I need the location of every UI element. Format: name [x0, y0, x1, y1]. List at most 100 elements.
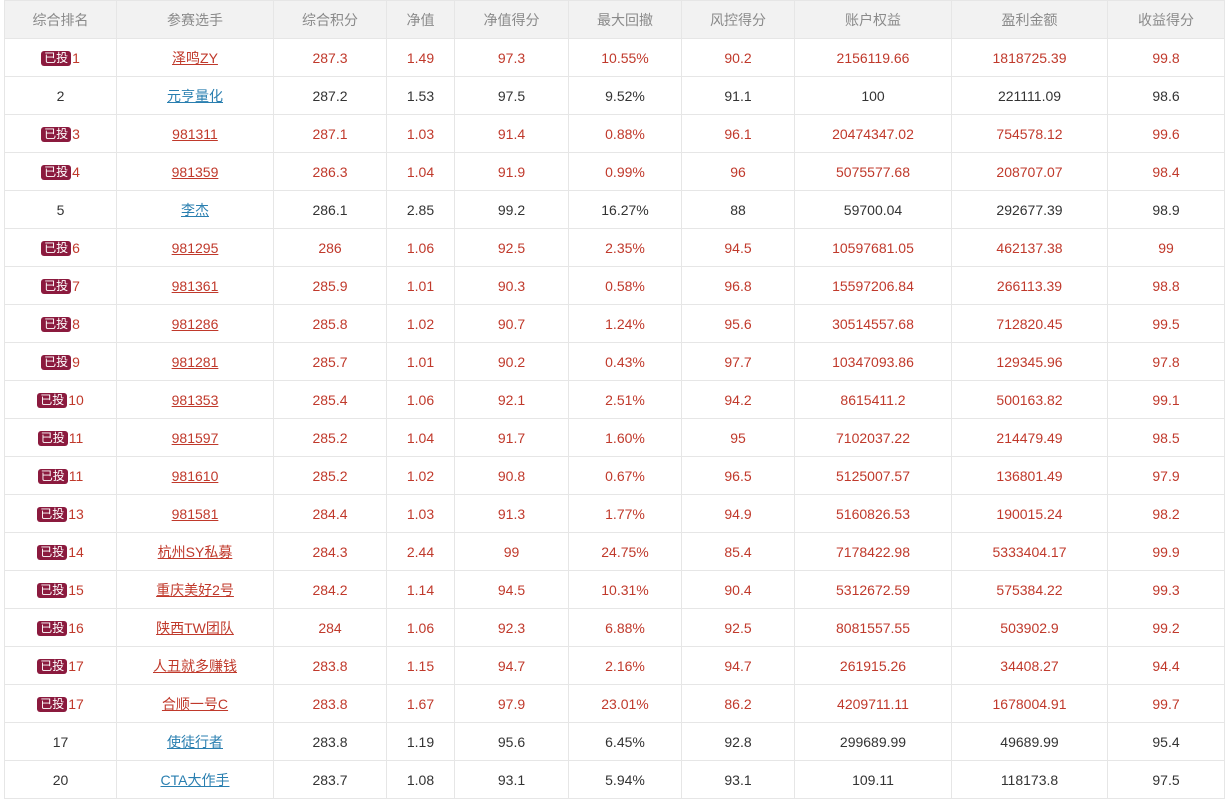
header-equity[interactable]: 账户权益: [794, 0, 952, 39]
invested-badge: 已投: [41, 354, 72, 370]
player-link[interactable]: 981361: [171, 277, 219, 294]
cell-max-drawdown: 6.88%: [568, 608, 682, 647]
cell-risk-score: 95.6: [681, 304, 795, 343]
header-nav-score[interactable]: 净值得分: [454, 0, 569, 39]
table-row: 已投 11 981610 285.2 1.02 90.8 0.67% 96.5 5125007.…: [4, 456, 1225, 495]
invested-badge: 已投: [37, 620, 68, 636]
table-row: 已投 9 981281 285.7 1.01 90.2 0.43% 97.7 10347093.…: [4, 342, 1225, 381]
header-max-drawdown[interactable]: 最大回撤: [568, 0, 682, 39]
cell-equity: 5075577.68: [794, 152, 952, 191]
rank-value: 9: [72, 353, 80, 370]
cell-risk-score: 92.8: [681, 722, 795, 761]
cell-max-drawdown: 23.01%: [568, 684, 682, 723]
cell-rank: 已投 7: [4, 266, 117, 305]
cell-nav: 1.06: [386, 380, 455, 419]
cell-nav: 1.14: [386, 570, 455, 609]
cell-profit: 129345.96: [951, 342, 1108, 381]
cell-risk-score: 97.7: [681, 342, 795, 381]
rank-value: 6: [72, 239, 80, 256]
player-link[interactable]: 元亨量化: [167, 87, 223, 104]
cell-rank: 已投 8: [4, 304, 117, 343]
player-link[interactable]: 981295: [171, 239, 219, 256]
cell-rank: 已投 16: [4, 608, 117, 647]
player-link[interactable]: 杭州SY私募: [157, 543, 233, 560]
player-link[interactable]: 合顺一号C: [161, 695, 229, 712]
cell-nav: 1.53: [386, 76, 455, 115]
table-row: 已投 16 陕西TW团队 284 1.06 92.3 6.88% 92.5 8081557.55…: [4, 608, 1225, 647]
player-link[interactable]: 人丑就多赚钱: [153, 657, 237, 674]
cell-nav: 1.49: [386, 38, 455, 77]
cell-rank: 已投 3: [4, 114, 117, 153]
cell-equity: 30514557.68: [794, 304, 952, 343]
rank-value: 17: [68, 657, 84, 674]
cell-score: 284.3: [273, 532, 387, 571]
cell-score: 287.1: [273, 114, 387, 153]
cell-player: 使徒行者: [116, 722, 274, 761]
cell-equity: 15597206.84: [794, 266, 952, 305]
player-link[interactable]: 981359: [171, 163, 219, 180]
cell-max-drawdown: 1.77%: [568, 494, 682, 533]
cell-max-drawdown: 1.24%: [568, 304, 682, 343]
player-link[interactable]: 981286: [171, 315, 219, 332]
cell-score: 283.8: [273, 646, 387, 685]
cell-equity: 10597681.05: [794, 228, 952, 267]
header-profit[interactable]: 盈利金额: [951, 0, 1108, 39]
cell-rank: 已投 14: [4, 532, 117, 571]
player-link[interactable]: 981353: [171, 391, 219, 408]
cell-profit: 503902.9: [951, 608, 1108, 647]
header-risk-score[interactable]: 风控得分: [681, 0, 795, 39]
cell-profit: 118173.8: [951, 760, 1108, 799]
header-return-score[interactable]: 收益得分: [1107, 0, 1225, 39]
player-link[interactable]: 李杰: [181, 201, 209, 218]
rank-value: 16: [68, 619, 84, 636]
cell-player: 981286: [116, 304, 274, 343]
cell-return-score: 98.2: [1107, 494, 1225, 533]
header-player[interactable]: 参赛选手: [116, 0, 274, 39]
invested-badge: 已投: [37, 696, 68, 712]
cell-max-drawdown: 0.67%: [568, 456, 682, 495]
cell-nav: 1.04: [386, 152, 455, 191]
cell-nav: 1.67: [386, 684, 455, 723]
cell-risk-score: 96: [681, 152, 795, 191]
header-score[interactable]: 综合积分: [273, 0, 387, 39]
cell-rank: 20: [4, 760, 117, 799]
player-link[interactable]: 重庆美好2号: [156, 581, 234, 598]
cell-equity: 59700.04: [794, 190, 952, 229]
cell-risk-score: 91.1: [681, 76, 795, 115]
cell-max-drawdown: 10.31%: [568, 570, 682, 609]
player-link[interactable]: 981281: [171, 353, 219, 370]
cell-score: 283.7: [273, 760, 387, 799]
player-link[interactable]: 使徒行者: [167, 733, 223, 750]
cell-score: 283.8: [273, 684, 387, 723]
player-link[interactable]: CTA大作手: [160, 771, 230, 788]
cell-player: 李杰: [116, 190, 274, 229]
cell-profit: 5333404.17: [951, 532, 1108, 571]
player-link[interactable]: 981581: [171, 505, 219, 522]
player-link[interactable]: 981597: [171, 429, 219, 446]
table-row: 已投 17 人丑就多赚钱 283.8 1.15 94.7 2.16% 94.7 261915.2…: [4, 646, 1225, 685]
header-nav[interactable]: 净值: [386, 0, 455, 39]
cell-return-score: 99.7: [1107, 684, 1225, 723]
invested-badge: 已投: [37, 506, 68, 522]
cell-nav-score: 92.5: [454, 228, 569, 267]
cell-score: 284.2: [273, 570, 387, 609]
cell-nav: 1.02: [386, 456, 455, 495]
player-link[interactable]: 981311: [172, 125, 218, 142]
cell-equity: 109.11: [794, 760, 952, 799]
invested-badge: 已投: [41, 278, 72, 294]
cell-player: 泽鸣ZY: [116, 38, 274, 77]
cell-profit: 462137.38: [951, 228, 1108, 267]
cell-return-score: 99: [1107, 228, 1225, 267]
cell-equity: 7102037.22: [794, 418, 952, 457]
player-link[interactable]: 981610: [171, 467, 219, 484]
player-link[interactable]: 泽鸣ZY: [172, 49, 218, 66]
player-link[interactable]: 陕西TW团队: [156, 619, 234, 636]
cell-nav-score: 91.9: [454, 152, 569, 191]
cell-player: 981311: [116, 114, 274, 153]
cell-profit: 221111.09: [951, 76, 1108, 115]
header-rank[interactable]: 综合排名: [4, 0, 117, 39]
cell-risk-score: 94.9: [681, 494, 795, 533]
cell-profit: 208707.07: [951, 152, 1108, 191]
rank-value: 20: [52, 771, 69, 788]
table-row: 已投 10 981353 285.4 1.06 92.1 2.51% 94.2 8615411.…: [4, 380, 1225, 419]
